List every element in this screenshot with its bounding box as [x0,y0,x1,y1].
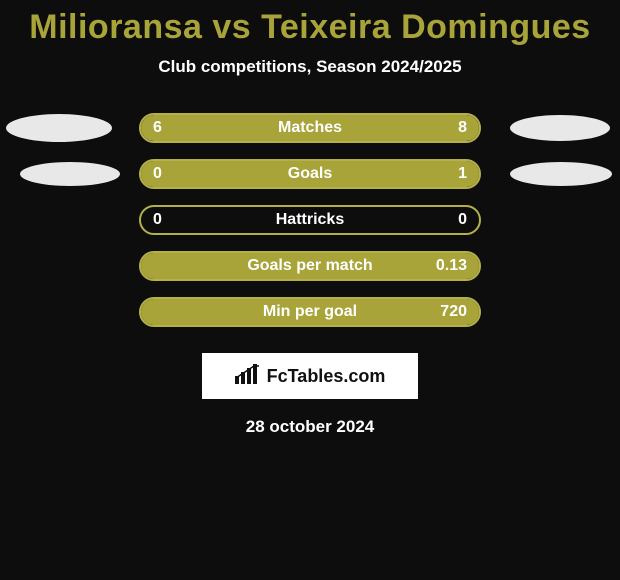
stat-row: 0Goals1 [0,151,620,197]
comparison-infographic: Milioransa vs Teixeira Domingues Club co… [0,0,620,437]
stat-bar: Min per goal720 [139,297,481,327]
bars-icon [235,364,261,389]
stat-rows: 6Matches80Goals10Hattricks0Goals per mat… [0,105,620,335]
stat-right-value: 0 [458,211,467,229]
stat-label: Goals [141,165,479,183]
stat-right-value: 1 [458,165,467,183]
stat-bar: Goals per match0.13 [139,251,481,281]
subtitle: Club competitions, Season 2024/2025 [0,57,620,77]
stat-label: Matches [141,119,479,137]
page-title: Milioransa vs Teixeira Domingues [0,8,620,47]
right-indicator-ellipse [510,115,610,141]
source-logo: FcTables.com [202,353,418,399]
stat-right-value: 0.13 [436,257,467,275]
date-label: 28 october 2024 [0,417,620,437]
stat-row: 6Matches8 [0,105,620,151]
stat-label: Goals per match [141,257,479,275]
stat-bar: 0Goals1 [139,159,481,189]
stat-row: 0Hattricks0 [0,197,620,243]
stat-bar: 6Matches8 [139,113,481,143]
logo-text: FcTables.com [267,366,386,387]
stat-label: Hattricks [141,211,479,229]
stat-row: Min per goal720 [0,289,620,335]
stat-bar: 0Hattricks0 [139,205,481,235]
left-indicator-ellipse [20,162,120,186]
right-indicator-ellipse [510,162,612,186]
stat-right-value: 720 [440,303,467,321]
left-indicator-ellipse [6,114,112,142]
stat-right-value: 8 [458,119,467,137]
stat-label: Min per goal [141,303,479,321]
stat-row: Goals per match0.13 [0,243,620,289]
